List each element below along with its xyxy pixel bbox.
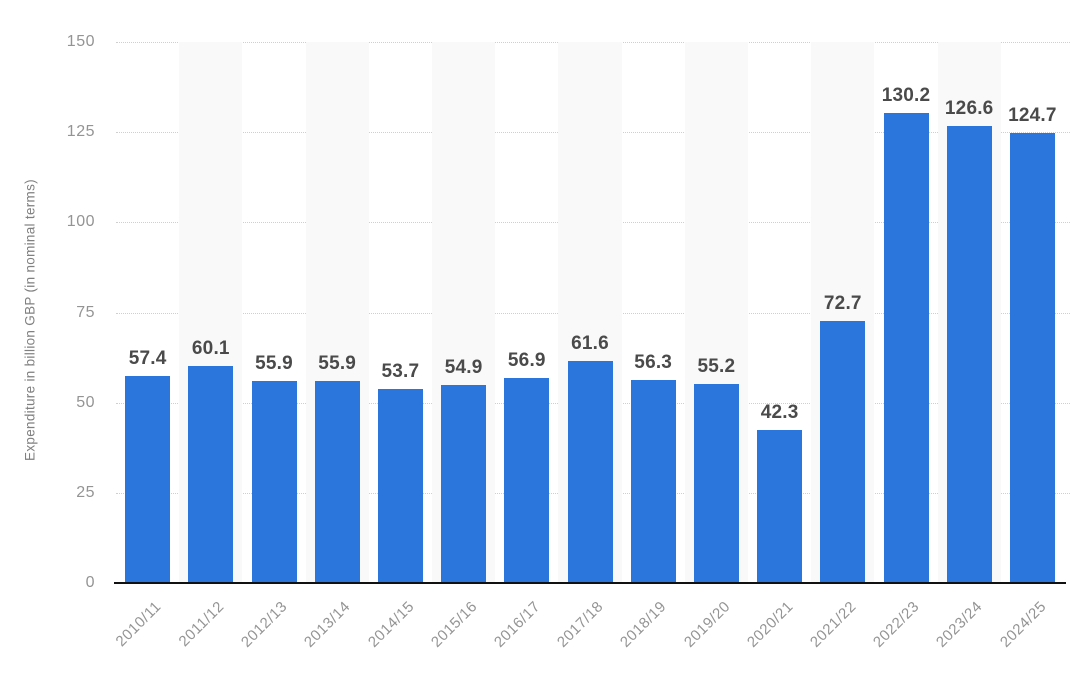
bar-value-label: 124.7 (1008, 105, 1057, 127)
bar-2014-15[interactable] (377, 389, 423, 583)
x-axis-label-text: 2016/17 (490, 598, 544, 651)
bar-value-label: 54.9 (444, 356, 483, 378)
bar-2019-20[interactable] (693, 383, 739, 583)
bar-2021-22[interactable] (820, 320, 866, 583)
plot-area: 57.4 60.1 55.9 55.9 53.7 54.9 56.9 61.6 56.3 55.2… (116, 42, 1064, 583)
x-axis-label-text: 2023/24 (933, 598, 987, 651)
y-tick-label: 25 (76, 483, 95, 501)
bar-2023-24[interactable] (946, 126, 992, 583)
x-axis-label-text: 2018/19 (617, 598, 671, 651)
bar-2022-23[interactable] (883, 113, 929, 583)
bar-2013-14[interactable] (314, 381, 360, 583)
y-tick-label: 0 (85, 574, 95, 591)
bar-value-label: 61.6 (571, 332, 609, 354)
y-tick-label: 125 (66, 123, 95, 141)
x-axis-label-text: 2020/21 (743, 598, 797, 651)
x-axis-line (114, 582, 1066, 584)
bar-value-label: 56.3 (634, 351, 673, 373)
bar-2016-17[interactable] (504, 377, 550, 583)
bar-2017-18[interactable] (567, 360, 613, 583)
x-axis-label-text: 2015/16 (427, 598, 481, 651)
x-axis-label-text: 2019/20 (680, 598, 734, 651)
x-axis-label-text: 2013/14 (301, 598, 355, 651)
x-axis-label-text: 2011/12 (175, 598, 228, 651)
bar-2020-21[interactable] (757, 430, 803, 583)
bar-value-label: 126.6 (944, 98, 994, 120)
y-tick-label: 75 (76, 303, 95, 321)
y-tick-label: 100 (66, 213, 95, 231)
bar-value-label: 130.2 (881, 85, 931, 107)
y-tick-label: 150 (66, 33, 95, 50)
bar-2010-11[interactable] (125, 375, 171, 583)
bar-value-label: 72.7 (823, 292, 862, 314)
bar-value-label: 55.9 (255, 353, 293, 375)
bar-2015-16[interactable] (441, 385, 487, 583)
bar-2012-13[interactable] (251, 381, 297, 583)
bar-value-label: 53.7 (381, 361, 420, 383)
x-axis-label-text: 2022/23 (870, 598, 924, 651)
bar-value-label: 42.3 (760, 402, 799, 424)
bar-2011-12[interactable] (188, 366, 234, 583)
x-axis-label-text: 2012/13 (238, 598, 292, 651)
y-tick-label: 50 (76, 393, 95, 411)
bar-2018-19[interactable] (630, 379, 676, 583)
x-axis-label-text: 2010/11 (112, 598, 165, 651)
bar-value-label: 55.2 (697, 355, 736, 377)
bar-value-label: 55.9 (318, 353, 357, 375)
x-axis-label-text: 2024/25 (996, 598, 1050, 651)
x-axis-label-text: 2021/22 (806, 598, 860, 651)
bar-value-label: 57.4 (128, 347, 167, 369)
bar-2024-25[interactable] (1009, 133, 1055, 583)
bar-value-label: 56.9 (507, 349, 546, 371)
x-axis-label-text: 2017/18 (554, 598, 608, 651)
bar-value-label: 60.1 (191, 338, 230, 360)
x-axis-label-text: 2014/15 (364, 598, 418, 651)
